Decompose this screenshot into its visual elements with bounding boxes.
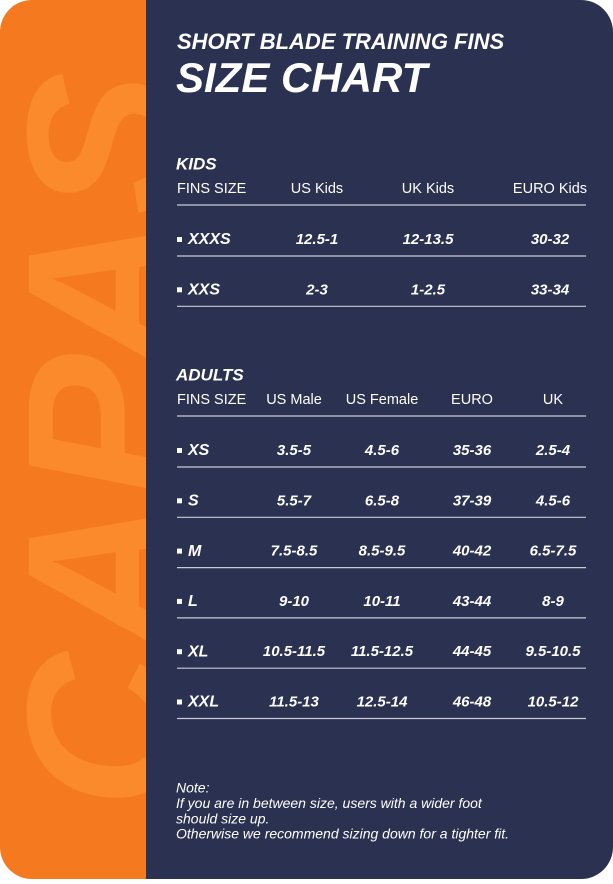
- note-line: should size up.: [176, 810, 269, 826]
- size-value: 5.5-7: [277, 492, 312, 509]
- bullet: [177, 548, 182, 554]
- column-header: US Male: [266, 392, 322, 408]
- bullet: [177, 237, 182, 242]
- size-value: 40-42: [452, 543, 492, 560]
- note-line: Note:: [176, 780, 210, 796]
- bullet: [177, 598, 182, 604]
- bullet: [177, 699, 182, 705]
- section-title: KIDS: [176, 154, 217, 173]
- note-line: If you are in between size, users with a…: [176, 795, 483, 811]
- bullet: [177, 287, 182, 293]
- size-value: 12.5-14: [357, 693, 409, 710]
- size-value: 46-48: [452, 693, 492, 710]
- size-label: XL: [187, 643, 208, 660]
- size-value: 1-2.5: [411, 281, 446, 298]
- size-value: 6.5-8: [365, 492, 400, 509]
- bullet: [177, 448, 182, 453]
- size-value: 6.5-7.5: [530, 543, 577, 560]
- column-header: EURO: [451, 392, 493, 408]
- note-line: Otherwise we recommend sizing down for a…: [176, 826, 509, 842]
- column-header: US Female: [346, 392, 419, 408]
- size-value: 12-13.5: [403, 231, 455, 248]
- column-header: UK: [543, 392, 563, 408]
- column-header: US Kids: [291, 181, 343, 197]
- bullet: [177, 498, 182, 504]
- size-value: 9-10: [279, 593, 310, 610]
- size-value: 33-34: [531, 281, 570, 298]
- size-label: M: [188, 543, 202, 560]
- size-label: XXS: [187, 282, 220, 299]
- size-value: 11.5-12.5: [351, 643, 414, 660]
- size-value: 10.5-12: [528, 693, 580, 710]
- size-value: 4.5-6: [535, 492, 571, 509]
- column-header: FINS SIZE: [177, 392, 247, 408]
- section-title: ADULTS: [175, 365, 244, 384]
- size-value: 7.5-8.5: [271, 543, 318, 560]
- size-value: 10-11: [363, 593, 400, 610]
- column-header: FINS SIZE: [177, 181, 247, 197]
- size-value: 43-44: [452, 593, 492, 610]
- size-value: 44-45: [452, 643, 492, 660]
- size-label: XS: [187, 442, 210, 459]
- size-value: 8.5-9.5: [359, 543, 406, 560]
- title: SIZE CHART: [176, 54, 431, 101]
- size-value: 30-32: [531, 231, 570, 248]
- size-label: XXXS: [187, 231, 231, 248]
- size-value: 3.5-5: [277, 442, 312, 459]
- orange-stripe: [0, 0, 146, 879]
- size-value: 37-39: [453, 492, 492, 509]
- size-value: 4.5-6: [364, 442, 400, 459]
- bullet: [177, 649, 182, 655]
- subtitle: SHORT BLADE TRAINING FINS: [177, 29, 504, 54]
- size-value: 11.5-13: [269, 693, 319, 710]
- size-value: 10.5-11.5: [263, 643, 326, 660]
- column-header: EURO Kids: [513, 181, 587, 197]
- navy-panel: [146, 0, 613, 879]
- column-header: UK Kids: [402, 181, 454, 197]
- size-value: 9.5-10.5: [525, 643, 581, 660]
- size-value: 35-36: [453, 442, 492, 459]
- size-value: 8-9: [542, 593, 564, 610]
- size-label: L: [188, 593, 198, 610]
- size-value: 2.5-4: [535, 442, 571, 459]
- size-value: 2-3: [305, 281, 328, 298]
- size-label: XXL: [187, 694, 219, 711]
- size-value: 12.5-1: [296, 231, 339, 248]
- size-label: S: [188, 493, 199, 510]
